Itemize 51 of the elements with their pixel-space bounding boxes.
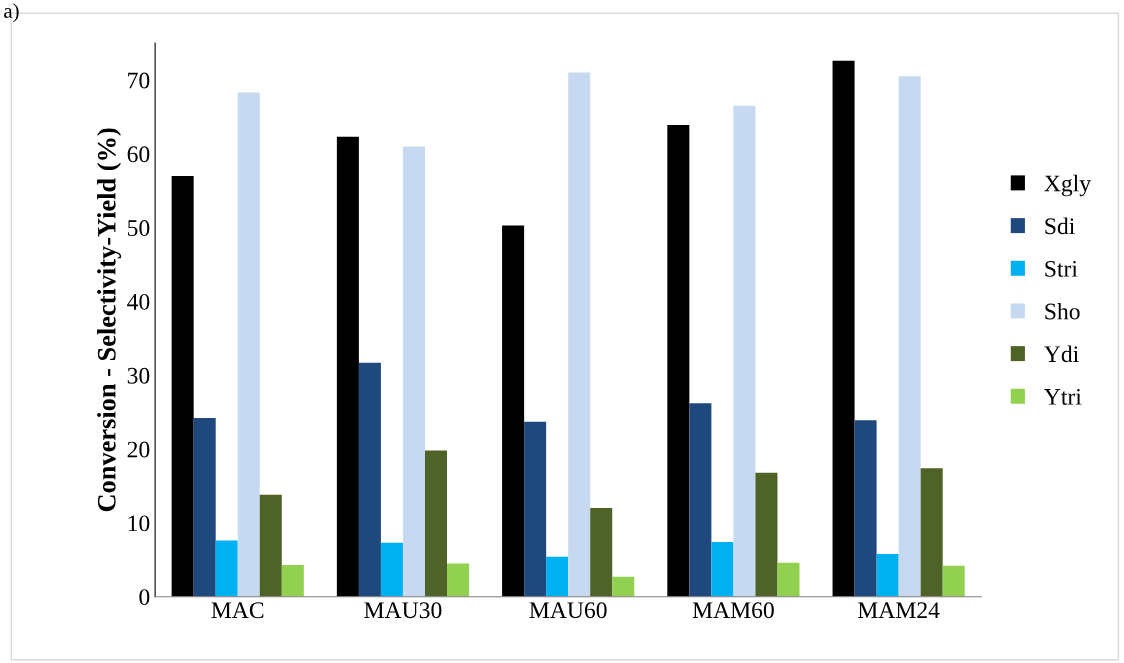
bar [336,136,359,597]
y-tick-label: 50 [128,220,150,237]
bar [590,508,613,597]
x-tick-label: MAM24 [857,602,940,618]
x-tick-label: MAM60 [692,602,774,619]
bar [942,565,965,597]
y-tick-label: 70 [128,72,150,89]
bar [259,494,282,597]
bar [502,225,525,597]
bar [215,540,238,597]
bar [358,362,381,597]
bar [920,468,943,597]
bar [424,450,448,597]
bar [612,576,635,597]
legend-label: Sho [1045,302,1080,320]
y-tick-label: 40 [127,293,150,310]
x-tick-label: MAU60 [529,602,607,619]
legend-label: Xgly [1044,174,1091,197]
legend-label: Ydi [1044,345,1079,363]
bar [402,146,425,597]
bar [546,556,569,597]
legend-label: Ytri [1044,388,1082,405]
bar [755,472,778,597]
bar [193,418,216,597]
text: a) [4,3,19,23]
bar [524,421,547,597]
bar [777,562,800,597]
y-tick-label: 30 [127,367,150,384]
bar [898,76,921,597]
bar [876,553,899,597]
x-tick-label: MAC [211,602,264,619]
y-axis-title: Conversion - Selectivity-Yield (%) [97,128,122,512]
bar [237,92,260,597]
bar [380,542,403,597]
y-tick-label: 20 [127,441,150,458]
bar [447,563,470,597]
bar [711,542,734,597]
bar [171,175,194,597]
legend-label: Sdi [1045,217,1075,235]
bar [854,420,877,597]
bar [667,125,690,597]
y-tick-label: 60 [127,146,150,163]
bar [832,60,855,597]
legend-label: Stri [1045,260,1078,277]
bar [281,564,304,597]
x-tick-label: MAU30 [364,602,442,619]
bar [568,72,591,597]
bar [689,403,712,597]
y-tick-label: 0 [139,589,150,606]
y-tick-label: 10 [128,515,150,532]
bar [733,105,756,597]
